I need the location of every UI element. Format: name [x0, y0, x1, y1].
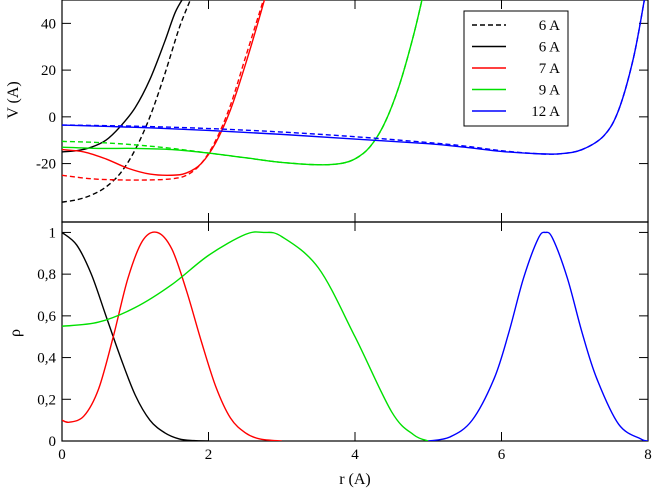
top-y-ticks: -20 0 20 40: [36, 16, 648, 173]
top-series-line-1: [62, 0, 183, 153]
bottom-y-tick-label-1: 0,2: [37, 392, 56, 408]
bottom-series-group: [62, 231, 648, 441]
top-series-line-0: [62, 0, 191, 203]
top-series-line-7: [62, 0, 646, 155]
bottom-series-line-3: [428, 231, 648, 441]
bottom-y-tick-label-4: 0,8: [37, 267, 56, 283]
bottom-y-axis-label: ρ: [7, 329, 24, 337]
bottom-panel: 0 2 4 6 8 0 0,2 0,4 0,6 0,8 1 ρ r (A): [7, 221, 652, 488]
bottom-y-ticks: 0 0,2 0,4 0,6 0,8 1: [37, 225, 648, 450]
bottom-series-line-1: [62, 231, 282, 441]
legend: 6 A 6 A 7 A 9 A 12 A: [463, 10, 569, 127]
top-y-tick-label-3: 40: [41, 16, 56, 32]
bottom-series-line-0: [62, 231, 209, 441]
x-tick-label-1: 2: [205, 447, 213, 463]
legend-label-0: 6 A: [539, 18, 560, 34]
top-series-line-2: [62, 0, 265, 181]
top-series-line-3: [62, 0, 266, 177]
x-tick-label-2: 4: [351, 447, 359, 463]
bottom-y-tick-label-3: 0,6: [37, 309, 56, 325]
x-tick-label-3: 6: [498, 447, 506, 463]
legend-label-2: 7 A: [539, 61, 560, 77]
top-y-axis-label: V (A): [5, 81, 22, 118]
top-x-ticks: [61, 0, 649, 222]
top-panel: -20 0 20 40 V (A) 6 A 6 A 7 A 9 A 12 A: [5, 0, 649, 223]
bottom-y-tick-label-2: 0,4: [37, 351, 56, 367]
legend-label-1: 6 A: [539, 40, 560, 56]
top-y-tick-label-2: 20: [41, 63, 56, 79]
top-y-tick-label-1: 0: [49, 110, 57, 126]
top-series-group: [62, 0, 646, 203]
bottom-series-line-2: [62, 231, 429, 441]
legend-entries: 6 A 6 A 7 A 9 A 12 A: [472, 18, 560, 120]
x-axis-label: r (A): [339, 471, 371, 488]
bottom-y-tick-label-0: 0: [49, 434, 57, 450]
top-y-tick-label-0: -20: [36, 157, 56, 173]
legend-label-4: 12 A: [531, 104, 560, 120]
bottom-y-tick-label-5: 1: [49, 225, 57, 241]
x-tick-label-0: 0: [58, 447, 66, 463]
top-series-line-5: [62, 0, 423, 166]
bottom-x-ticks: 0 2 4 6 8: [58, 222, 652, 463]
x-tick-label-4: 8: [644, 447, 652, 463]
legend-label-3: 9 A: [539, 83, 560, 99]
